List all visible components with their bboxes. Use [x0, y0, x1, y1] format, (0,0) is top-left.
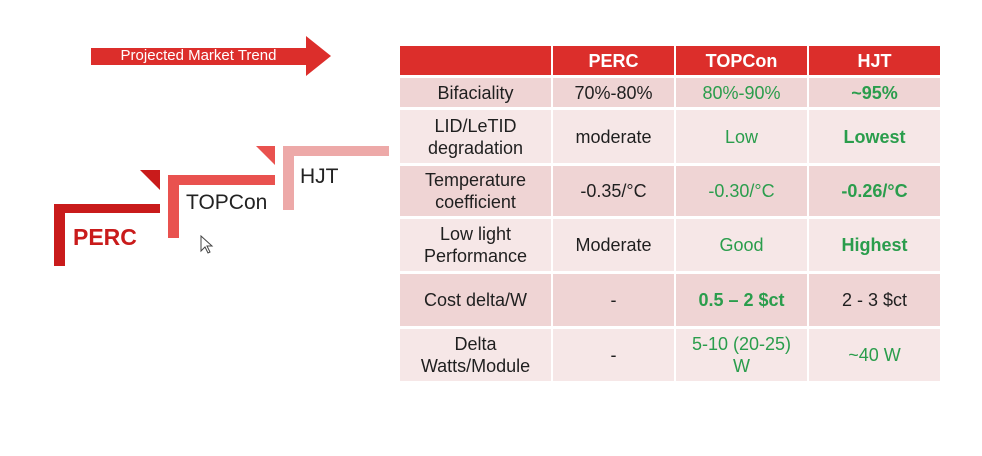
hjt-cell: ~40 W [809, 329, 940, 381]
perc-step-label: PERC [73, 224, 137, 250]
topcon-cell: -0.30/°C [676, 166, 807, 216]
perc-cell: 70%-80% [553, 78, 674, 107]
row-label-line: degradation [427, 137, 524, 158]
table-header-row: PERC TOPCon HJT [400, 46, 940, 75]
table-header-empty [400, 46, 551, 75]
perc-cell: Moderate [553, 219, 674, 271]
row-label-line: coefficient [435, 192, 516, 212]
row-label-line: Delta [454, 334, 497, 354]
table-row: Bifaciality 70%-80% 80%-90% ~95% [400, 78, 940, 107]
table-row: LID/LeTID degradation moderate Low Lowes… [400, 110, 940, 163]
hjt-cell: Lowest [809, 110, 940, 163]
row-label: LID/LeTID degradation [400, 110, 551, 163]
table-row: Low light Performance Moderate Good High… [400, 219, 940, 271]
row-label: Bifaciality [400, 78, 551, 107]
topcon-cell: 0.5 – 2 $ct [676, 274, 807, 326]
table-row: Delta Watts/Module - 5-10 (20-25) W ~40 … [400, 329, 940, 381]
hjt-cell: ~95% [809, 78, 940, 107]
mouse-pointer-icon [200, 234, 214, 260]
technology-comparison-table: PERC TOPCon HJT Bifaciality 70%-80% 80%-… [398, 43, 942, 384]
perc-cell: - [553, 274, 674, 326]
row-label-line: Low light [439, 224, 512, 244]
hjt-step-label: HJT [300, 165, 339, 188]
market-trend-arrow: Projected Market Trend [91, 36, 331, 76]
table-header-hjt: HJT [809, 46, 940, 75]
topcon-cell: Good [676, 219, 807, 271]
market-trend-label: Projected Market Trend [120, 47, 277, 64]
perc-cell: moderate [553, 110, 674, 163]
topcon-cell: Low [676, 110, 807, 163]
perc-cell: - [553, 329, 674, 381]
hjt-cell: -0.26/°C [809, 166, 940, 216]
topcon-cell-line: W [733, 356, 750, 376]
hjt-cell: 2 - 3 $ct [809, 274, 940, 326]
row-label-line: LID/LeTID [434, 115, 517, 136]
table-header-topcon: TOPCon [676, 46, 807, 75]
row-label: Low light Performance [400, 219, 551, 271]
row-label: Temperature coefficient [400, 166, 551, 216]
table-row: Temperature coefficient -0.35/°C -0.30/°… [400, 166, 940, 216]
hjt-cell: Highest [809, 219, 940, 271]
perc-cell: -0.35/°C [553, 166, 674, 216]
topcon-step-label: TOPCon [186, 191, 268, 214]
right-arrow-icon [91, 36, 331, 76]
row-label: Delta Watts/Module [400, 329, 551, 381]
topcon-cell-line: 5-10 (20-25) [691, 334, 792, 354]
topcon-cell: 5-10 (20-25) W [676, 329, 807, 381]
table-header-perc: PERC [553, 46, 674, 75]
topcon-cell: 80%-90% [676, 78, 807, 107]
table-row: Cost delta/W - 0.5 – 2 $ct 2 - 3 $ct [400, 274, 940, 326]
row-label-line: Temperature [424, 170, 527, 190]
row-label-line: Watts/Module [420, 356, 531, 376]
row-label: Cost delta/W [400, 274, 551, 326]
row-label-line: Performance [423, 246, 528, 266]
